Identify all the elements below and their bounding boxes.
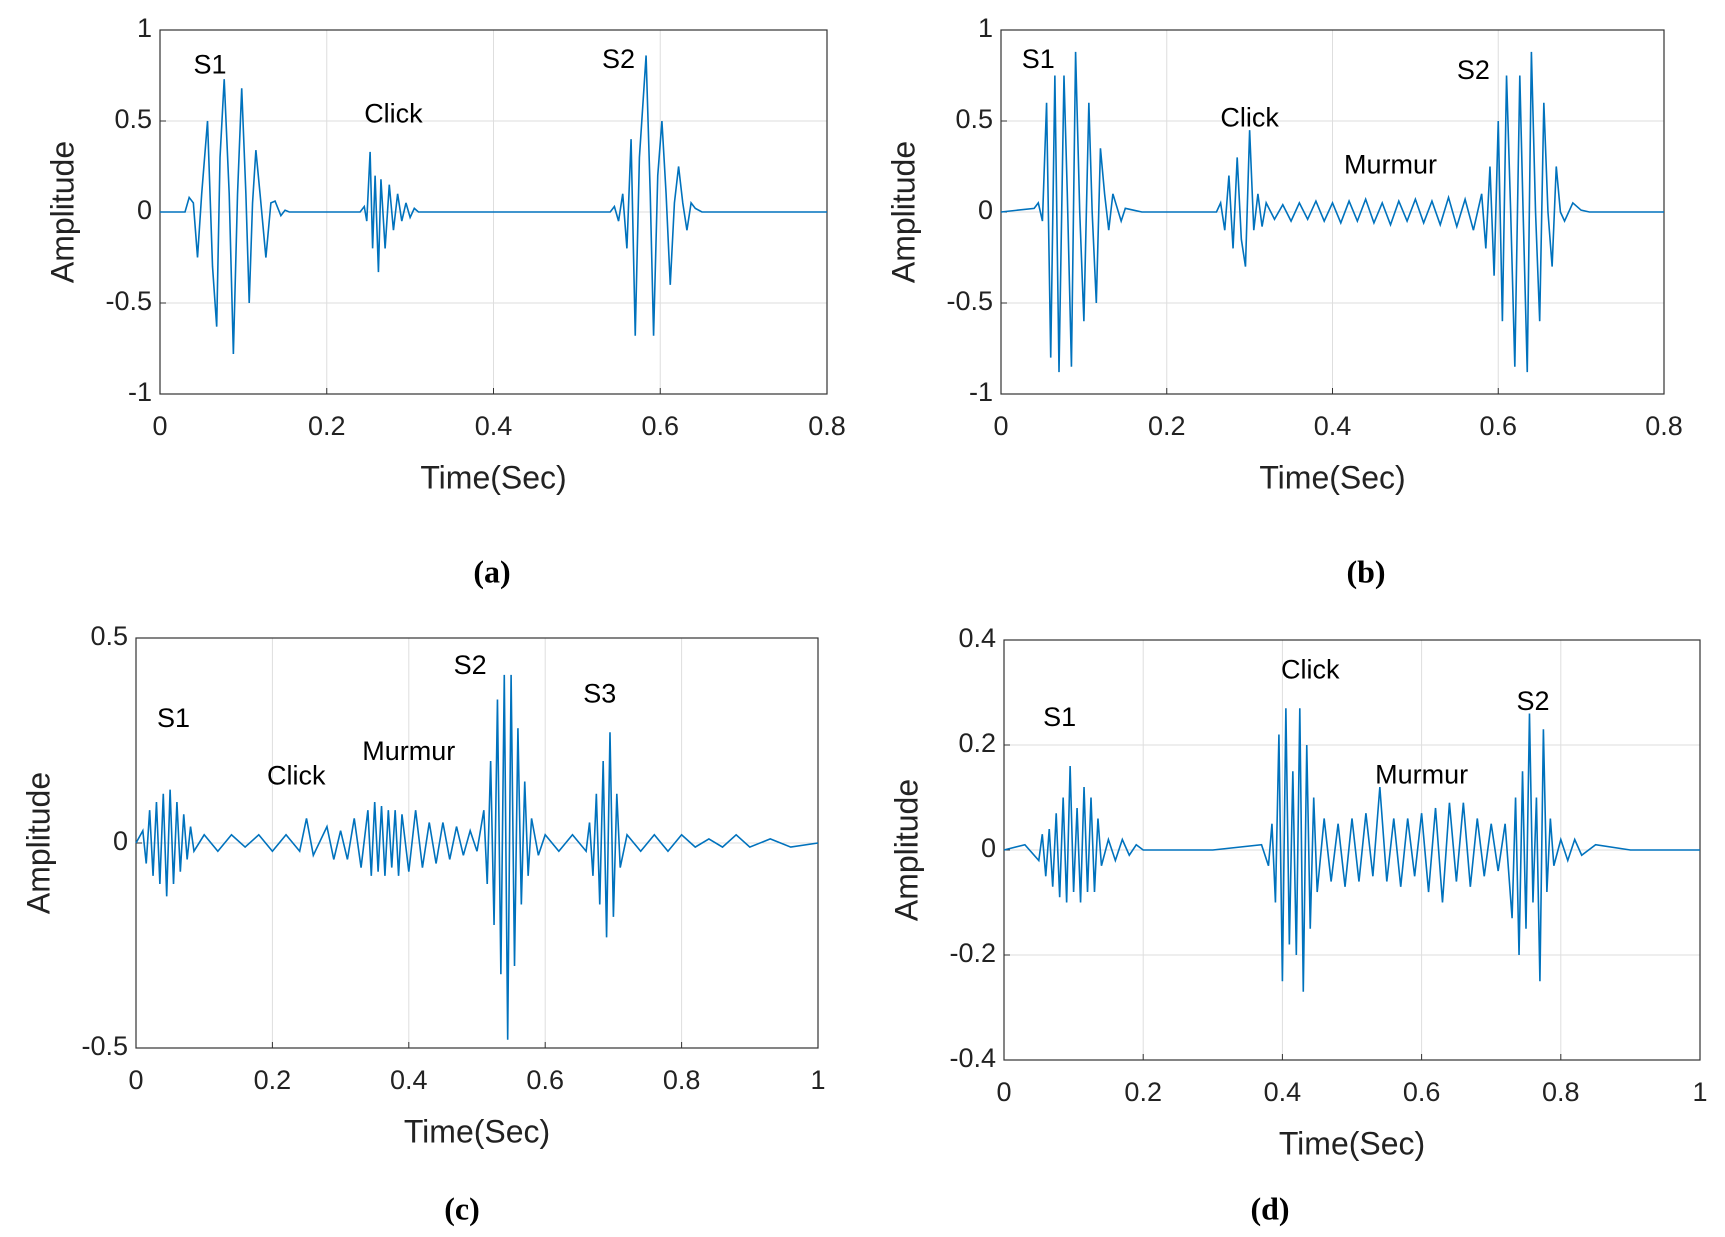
y-tick-label: -1 (969, 377, 993, 407)
y-tick-label: 0.2 (958, 728, 996, 758)
x-tick-label: 0.6 (1479, 411, 1517, 441)
y-tick-label: 0 (137, 195, 152, 225)
annotation: S2 (1457, 55, 1490, 85)
annotation: Click (1220, 102, 1279, 132)
annotation: Murmur (1375, 760, 1468, 790)
x-axis-label: Time(Sec) (420, 459, 566, 495)
x-tick-label: 0 (993, 411, 1008, 441)
caption: (b) (1346, 553, 1385, 589)
x-tick-label: 0.6 (641, 411, 679, 441)
y-axis-label: Amplitude (885, 141, 921, 283)
y-tick-label: -0.4 (949, 1043, 996, 1073)
caption: (d) (1250, 1190, 1289, 1226)
x-tick-label: 1 (810, 1065, 825, 1095)
x-axis-label: Time(Sec) (1279, 1125, 1425, 1161)
x-tick-label: 0.6 (1403, 1077, 1441, 1107)
x-tick-label: 0 (996, 1077, 1011, 1107)
x-tick-label: 0.2 (308, 411, 346, 441)
waveform (1003, 708, 1700, 992)
y-tick-label: -0.5 (946, 286, 993, 316)
annotation: S1 (194, 50, 227, 80)
y-tick-label: -0.5 (81, 1031, 128, 1061)
annotation: S2 (602, 44, 635, 74)
x-tick-label: 0.8 (808, 411, 846, 441)
y-tick-label: 0.4 (958, 623, 996, 653)
annotation: Murmur (1344, 150, 1437, 180)
x-tick-label: 0.8 (1645, 411, 1683, 441)
caption: (c) (444, 1190, 480, 1226)
caption: (a) (473, 553, 510, 589)
x-tick-label: 0.2 (1124, 1077, 1162, 1107)
annotation: S1 (157, 703, 190, 733)
x-axis-label: Time(Sec) (404, 1113, 550, 1149)
y-tick-label: 0 (981, 833, 996, 863)
x-tick-label: 0 (152, 411, 167, 441)
x-tick-label: 0.8 (663, 1065, 701, 1095)
y-axis-label: Amplitude (44, 141, 80, 283)
x-tick-label: 0.4 (475, 411, 513, 441)
annotation: S3 (583, 679, 616, 709)
annotation: Click (364, 99, 423, 129)
y-tick-label: 1 (978, 13, 993, 43)
x-tick-label: 0.2 (254, 1065, 292, 1095)
y-tick-label: 0.5 (90, 621, 128, 651)
y-axis-label: Amplitude (20, 772, 56, 914)
y-tick-label: 0.5 (114, 104, 152, 134)
y-tick-label: -1 (128, 377, 152, 407)
y-tick-label: 0.5 (955, 104, 993, 134)
annotation: S2 (1516, 686, 1549, 716)
x-tick-label: 0.8 (1542, 1077, 1580, 1107)
y-tick-label: 0 (978, 195, 993, 225)
x-tick-label: 0.2 (1148, 411, 1186, 441)
x-tick-label: 0.4 (1264, 1077, 1302, 1107)
annotation: Click (267, 761, 326, 791)
x-axis-label: Time(Sec) (1259, 459, 1405, 495)
x-tick-label: 0.4 (390, 1065, 428, 1095)
y-tick-label: 0 (113, 826, 128, 856)
x-tick-label: 0.6 (526, 1065, 564, 1095)
y-tick-label: -0.2 (949, 938, 996, 968)
y-tick-label: 1 (137, 13, 152, 43)
waveform (1000, 51, 1664, 373)
waveform (135, 674, 819, 1040)
x-tick-label: 1 (1692, 1077, 1707, 1107)
annotation: S1 (1022, 44, 1055, 74)
annotation: Murmur (362, 736, 455, 766)
y-tick-label: -0.5 (105, 286, 152, 316)
y-axis-label: Amplitude (888, 779, 924, 921)
annotation: Click (1281, 655, 1340, 685)
x-tick-label: 0.4 (1314, 411, 1352, 441)
x-tick-label: 0 (128, 1065, 143, 1095)
waveform (160, 55, 827, 354)
annotation: S1 (1043, 702, 1076, 732)
annotation: S2 (454, 650, 487, 680)
